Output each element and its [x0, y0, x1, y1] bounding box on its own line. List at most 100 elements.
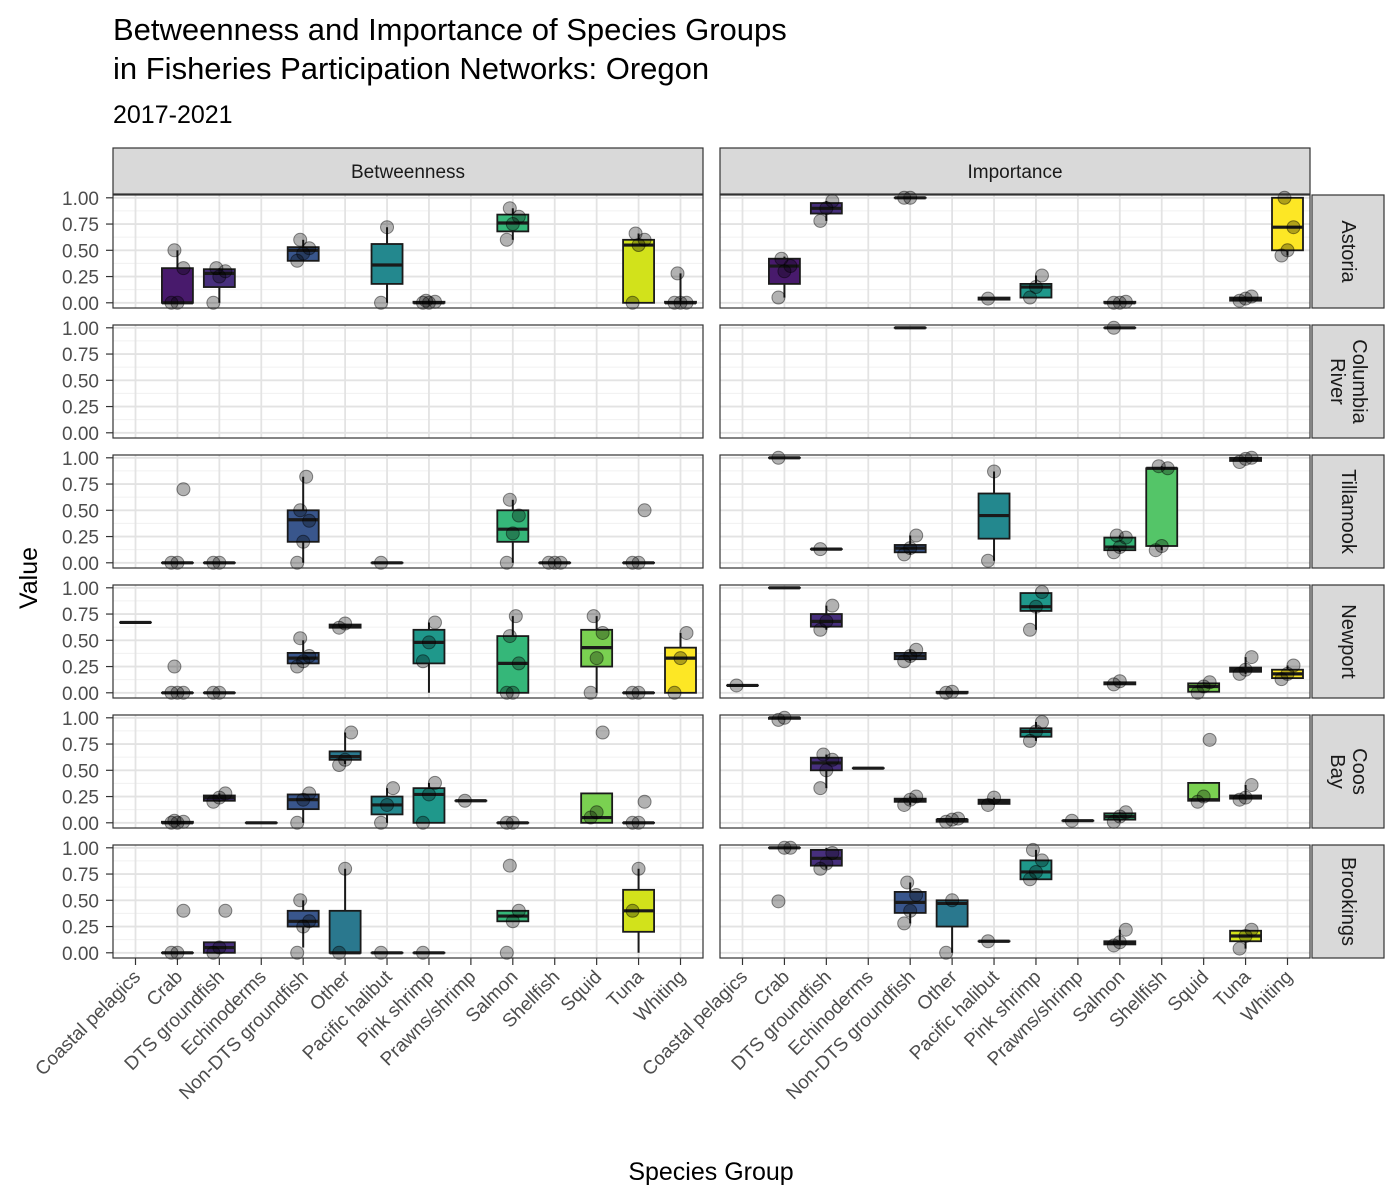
box-importance-coos-bay-crab-point: [771, 712, 786, 727]
box-importance-newport-tuna-point: [1232, 666, 1247, 681]
box-betweenness-brookings-crab-point: [164, 945, 179, 960]
y-tick-label: 0.75: [62, 605, 99, 626]
y-tick-label: 0.00: [62, 554, 99, 575]
box-betweenness-newport-tuna-point: [631, 685, 646, 700]
box-betweenness-astoria-pacific-halibut-point: [374, 295, 389, 310]
y-tick-label: 0.25: [62, 918, 99, 939]
box-betweenness-tillamook-salmon-point: [511, 508, 526, 523]
box-importance-coos-bay-dts-groundfish-point: [825, 752, 840, 767]
box-betweenness-tillamook-non-dts-groundfish-box: [286, 509, 320, 543]
box-importance-coos-bay-squid-point: [1202, 732, 1217, 747]
box-betweenness-coos-bay-tuna-point: [631, 815, 646, 830]
box-betweenness-coos-bay-squid-point: [583, 810, 598, 825]
box-betweenness-newport-dts-groundfish-point: [212, 685, 227, 700]
panel-bg-betweenness-tillamook: [113, 455, 703, 568]
row-strip-label-columbia-river-2: River: [1326, 358, 1348, 405]
box-importance-brookings-other-point: [939, 945, 954, 960]
box-importance-astoria-pink-shrimp-point: [1028, 280, 1043, 295]
box-importance-brookings-non-dts-groundfish-point: [900, 875, 915, 890]
box-importance-coos-bay-pink-shrimp-point: [1034, 715, 1049, 729]
box-betweenness-newport-pink-shrimp-point: [427, 615, 442, 630]
box-importance-astoria-salmon-point: [1112, 295, 1127, 310]
box-importance-coos-bay-prawns-shrimp-point: [1064, 813, 1079, 828]
box-betweenness-coos-bay-non-dts-groundfish-point: [296, 792, 311, 807]
box-betweenness-coos-bay-dts-groundfish-point: [212, 790, 227, 805]
box-importance-coos-bay-pacific-halibut-point: [981, 797, 996, 812]
box-betweenness-brookings-non-dts-groundfish-point: [296, 919, 311, 934]
box-betweenness-newport-whiting-box: [664, 646, 697, 694]
box-betweenness-astoria-dts-groundfish-point: [212, 269, 227, 284]
row-strip-label-brookings: Brookings: [1337, 857, 1359, 946]
box-betweenness-newport-pink-shrimp-point: [421, 635, 436, 650]
box-betweenness-brookings-salmon-point: [499, 945, 514, 960]
box-importance-brookings-pink-shrimp-point: [1025, 842, 1040, 857]
box-betweenness-tillamook-shellfish-point: [547, 555, 562, 570]
box-betweenness-tillamook-crab-point: [170, 555, 185, 570]
row-strip-columbia-river: [1311, 324, 1385, 439]
box-importance-brookings-dts-groundfish-point: [825, 846, 840, 861]
box-betweenness-coos-bay-other-point: [332, 758, 347, 773]
box-importance-brookings-other-point: [945, 893, 960, 908]
box-betweenness-brookings-crab-point: [170, 945, 185, 960]
box-importance-brookings-dts-groundfish-point: [819, 856, 834, 871]
box-importance-tillamook-salmon-point: [1112, 540, 1127, 555]
y-tick-label: 0.75: [62, 865, 99, 886]
box-betweenness-tillamook-salmon-point: [502, 492, 517, 507]
box-betweenness-astoria-tuna-point: [631, 238, 646, 253]
box-importance-astoria-whiting-point: [1274, 248, 1289, 263]
y-tick-label: 0.75: [62, 735, 99, 756]
box-importance-newport-tuna-point: [1238, 662, 1253, 677]
box-importance-newport-non-dts-groundfish-point: [903, 649, 918, 664]
box-importance-newport-pink-shrimp-point: [1028, 599, 1043, 614]
box-betweenness-newport-pink-shrimp-point: [415, 654, 430, 669]
panel-bg-importance-brookings: [720, 845, 1310, 958]
panel-border-importance-astoria: [719, 194, 1311, 309]
box-importance-astoria-crab-point: [771, 290, 786, 305]
box-importance-astoria-crab-point: [783, 259, 798, 274]
row-strip-label-coos-bay-2: Bay: [1326, 754, 1348, 788]
box-importance-brookings-pink-shrimp-point: [1028, 864, 1043, 879]
box-betweenness-coos-bay-crab-point: [167, 813, 182, 828]
y-tick-label: 0.50: [62, 761, 99, 782]
box-betweenness-brookings-non-dts-groundfish-point: [302, 914, 317, 929]
box-betweenness-newport-salmon-point: [502, 629, 517, 644]
box-importance-newport-salmon-point: [1112, 674, 1127, 689]
y-tick-label: 1.00: [62, 319, 99, 340]
box-betweenness-astoria-salmon-point: [499, 232, 514, 247]
box-betweenness-astoria-salmon-point: [505, 217, 520, 232]
box-betweenness-astoria-non-dts-groundfish-point: [290, 253, 305, 268]
box-importance-coos-bay-tuna-point: [1244, 778, 1259, 792]
y-tick-label: 0.75: [62, 345, 99, 366]
box-importance-coos-bay-dts-groundfish-point: [819, 763, 834, 778]
box-importance-astoria-pacific-halibut-point: [981, 291, 996, 306]
row-strip-label-coos-bay-1: Coos: [1348, 748, 1370, 795]
panel-bg-betweenness-newport: [113, 585, 703, 698]
box-importance-coos-bay-salmon-point: [1112, 809, 1127, 824]
y-tick-label: 1.00: [62, 709, 99, 730]
panel-border-betweenness-coos-bay: [112, 714, 704, 829]
box-importance-coos-bay-crab-point: [777, 710, 792, 725]
box-betweenness-coos-bay-prawns-shrimp-point: [457, 793, 472, 808]
box-importance-tillamook-non-dts-groundfish-point: [903, 541, 918, 556]
box-betweenness-coos-bay-crab-point: [164, 815, 179, 830]
box-betweenness-astoria-salmon-point: [502, 201, 517, 216]
box-betweenness-coos-bay-non-dts-groundfish-point: [290, 815, 305, 830]
box-betweenness-newport-salmon-point: [505, 685, 520, 700]
box-importance-brookings-tuna-point: [1238, 929, 1253, 943]
box-betweenness-astoria-tuna-point: [628, 226, 643, 241]
y-tick-label: 0.00: [62, 814, 99, 835]
box-betweenness-coos-bay-other-point: [338, 752, 353, 767]
box-betweenness-tillamook-tuna-point: [625, 555, 640, 570]
panel-border-importance-coos-bay: [719, 714, 1311, 829]
chart-title-line2: in Fisheries Participation Networks: Ore…: [113, 51, 710, 86]
box-betweenness-brookings-salmon-point: [505, 914, 520, 929]
box-betweenness-coos-bay-non-dts-groundfish-point: [302, 786, 317, 801]
box-betweenness-newport-crab-point: [176, 685, 191, 700]
box-importance-coos-bay-pacific-halibut-point: [987, 790, 1002, 805]
box-importance-tillamook-shellfish-point: [1148, 543, 1163, 558]
chart-title: Betweenness and Importance of Species Gr…: [113, 12, 787, 47]
box-importance-coos-bay-non-dts-groundfish-point: [897, 797, 912, 812]
box-importance-coos-bay-squid-point: [1196, 789, 1211, 804]
y-tick-label: 0.75: [62, 475, 99, 496]
box-importance-astoria-tuna-point: [1232, 293, 1247, 308]
